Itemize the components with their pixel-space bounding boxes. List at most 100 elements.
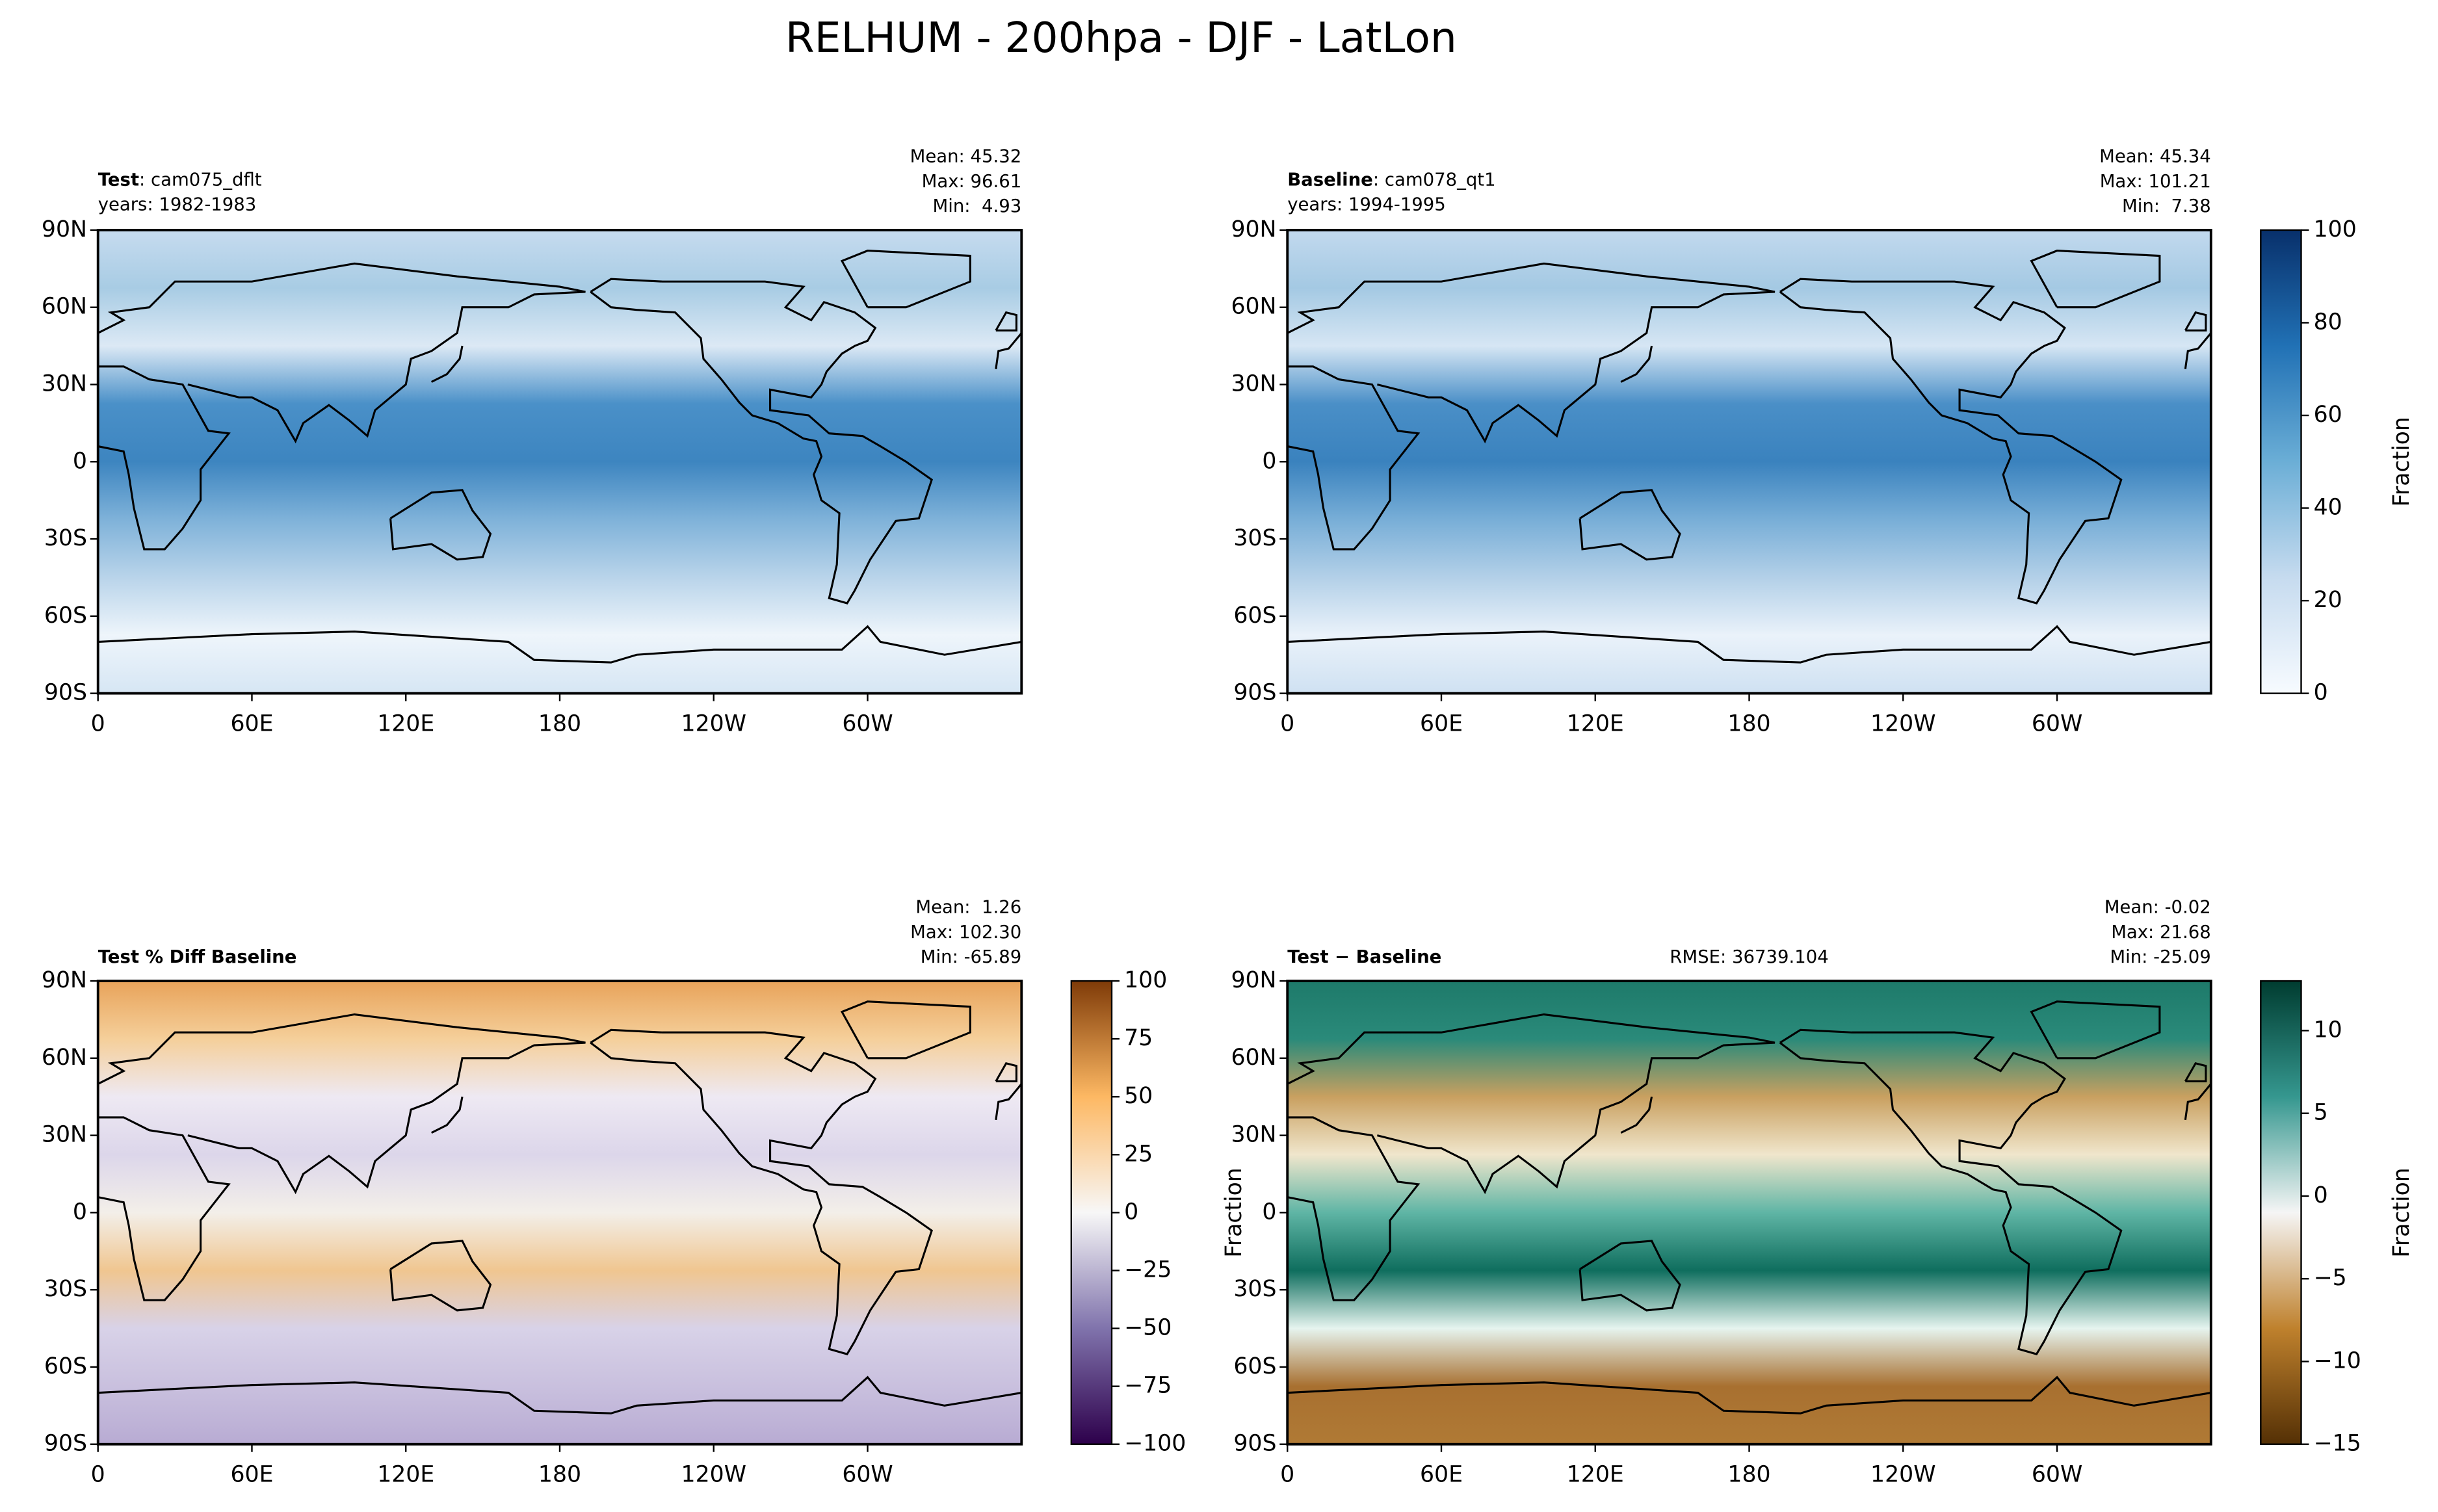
y-tick-label: 90N xyxy=(1231,967,1276,993)
panel-title: Test − Baseline xyxy=(1287,946,1441,967)
x-tick-label: 0 xyxy=(91,1462,105,1488)
colorbar-label: Fraction xyxy=(2389,1167,2415,1257)
coastline xyxy=(995,332,1022,369)
colorbar-tick-label: −75 xyxy=(1124,1373,1172,1399)
colorbar-label: Fraction xyxy=(2389,417,2415,506)
x-tick-label: 180 xyxy=(538,710,581,736)
colorbar xyxy=(2260,229,2302,694)
coastline xyxy=(995,1062,1017,1083)
stat-label: Min: -25.09 xyxy=(2110,946,2210,967)
colorbar-tick-label: 100 xyxy=(1124,967,1167,993)
x-tick-label: 120E xyxy=(1567,710,1624,736)
y-tick-label: 30N xyxy=(1231,371,1276,397)
coastline xyxy=(389,489,492,561)
colorbar-tick-label: 50 xyxy=(1124,1083,1153,1109)
map-panel: 0 60E 120E 180 120W 60W 90S 60S 30S 0 30N 60N 90N Bas… xyxy=(1231,146,2414,737)
y-tick-label: 0 xyxy=(73,448,87,474)
x-tick-label: 60W xyxy=(2032,710,2082,736)
colorbar xyxy=(1070,980,1113,1445)
coastline xyxy=(1620,1096,1653,1134)
x-tick-label: 60W xyxy=(842,1462,893,1488)
coastline xyxy=(1287,365,1421,551)
coastline xyxy=(98,262,586,444)
coastline xyxy=(1287,625,2211,664)
y-tick-label: 90S xyxy=(1233,1431,1276,1457)
rmse-label: RMSE: 36739.104 xyxy=(1670,946,1828,967)
coastline xyxy=(430,345,464,383)
coastlines xyxy=(1287,250,2211,664)
coastline xyxy=(1620,345,1653,383)
colorbar xyxy=(2260,980,2302,1445)
colorbar-tick-label: −100 xyxy=(1124,1431,1186,1457)
colorbar-tick-label: −25 xyxy=(1124,1257,1172,1283)
y-tick-label: 90S xyxy=(44,680,87,706)
coastline xyxy=(430,1096,464,1134)
stat-label: Min: -65.89 xyxy=(921,946,1021,967)
coastlines xyxy=(98,250,1022,664)
panel-title-rest: : cam078_qt1 xyxy=(1373,169,1496,190)
y-tick-label: 30S xyxy=(44,1276,87,1302)
map-field xyxy=(98,229,1022,694)
y-tick-label: 60N xyxy=(42,1045,87,1071)
y-tick-label: 0 xyxy=(1262,448,1276,474)
y-tick-label: 60S xyxy=(1233,1353,1276,1379)
colorbar-tick-label: 0 xyxy=(2314,680,2328,706)
coastline xyxy=(2184,332,2211,369)
panel-title-rest: : cam075_dflt xyxy=(139,169,262,190)
colorbar-tick-label: 20 xyxy=(2314,587,2342,613)
coastline xyxy=(1779,1028,2123,1355)
y-tick-label: 30N xyxy=(1231,1122,1276,1148)
colorbar-tick-label: 10 xyxy=(2314,1017,2342,1043)
x-tick-label: 120E xyxy=(377,710,434,736)
x-tick-label: 60E xyxy=(230,1462,273,1488)
y-tick-label: 30S xyxy=(1233,525,1276,551)
y-tick-label: 60N xyxy=(1231,1045,1276,1071)
y-tick-label: 60S xyxy=(44,603,87,629)
panel-title-bold: Baseline xyxy=(1287,169,1373,190)
x-tick-label: 0 xyxy=(1280,1462,1294,1488)
map-field xyxy=(98,981,1022,1444)
colorbar-tick-label: −5 xyxy=(2314,1265,2347,1291)
y-axis-label: Fraction xyxy=(1221,1167,1247,1257)
coastline xyxy=(1287,1013,1776,1195)
panel-title: Test: cam075_dflt xyxy=(98,169,262,190)
coastline xyxy=(98,1375,1022,1414)
y-tick-label: 30N xyxy=(42,371,87,397)
y-tick-label: 30N xyxy=(42,1122,87,1148)
y-tick-label: 90S xyxy=(1233,680,1276,706)
coastline xyxy=(1579,1240,1681,1312)
y-tick-label: 30S xyxy=(44,525,87,551)
colorbar-tick-label: 0 xyxy=(1124,1199,1138,1225)
map-panel: 0 60E 120E 180 120W 60W 90S 60S 30S 0 30N 60N 90N Tes… xyxy=(1221,897,2415,1488)
y-tick-label: 0 xyxy=(1262,1199,1276,1225)
coastline xyxy=(389,1240,492,1312)
stat-label: Min: 7.38 xyxy=(2122,196,2211,216)
coastline xyxy=(98,1013,586,1195)
y-tick-label: 60N xyxy=(42,294,87,320)
panel-subtitle: years: 1994-1995 xyxy=(1287,194,1446,215)
coastline xyxy=(995,1083,1022,1121)
coastline xyxy=(590,1028,934,1355)
colorbar-tick-label: 25 xyxy=(1124,1141,1153,1167)
coastline xyxy=(2184,311,2207,332)
stat-label: Max: 96.61 xyxy=(922,171,1022,192)
stat-label: Mean: 1.26 xyxy=(915,897,1021,918)
x-tick-label: 0 xyxy=(1280,710,1294,736)
panel-title: Baseline: cam078_qt1 xyxy=(1287,169,1495,190)
map-panel: 0 60E 120E 180 120W 60W 90S 60S 30S 0 30N 60N 90N Tes… xyxy=(42,897,1186,1488)
map-field xyxy=(1287,981,2211,1444)
coastline xyxy=(995,311,1017,332)
x-tick-label: 60E xyxy=(1420,1462,1463,1488)
coastline xyxy=(98,365,231,551)
colorbar-tick-label: −50 xyxy=(1124,1315,1172,1341)
colorbar-tick-label: 100 xyxy=(2314,216,2357,242)
colorbar-tick-label: 40 xyxy=(2314,495,2342,521)
map-panel: 0 60E 120E 180 120W 60W 90S 60S 30S 0 30N 60N 90N Tes… xyxy=(42,146,1023,736)
coastline xyxy=(840,250,971,309)
x-tick-label: 180 xyxy=(1727,710,1770,736)
coastline xyxy=(1287,262,1776,444)
colorbar-tick-label: 80 xyxy=(2314,309,2342,335)
coastline xyxy=(1779,278,2123,605)
coastline xyxy=(840,1000,971,1060)
y-tick-label: 90N xyxy=(42,967,87,993)
